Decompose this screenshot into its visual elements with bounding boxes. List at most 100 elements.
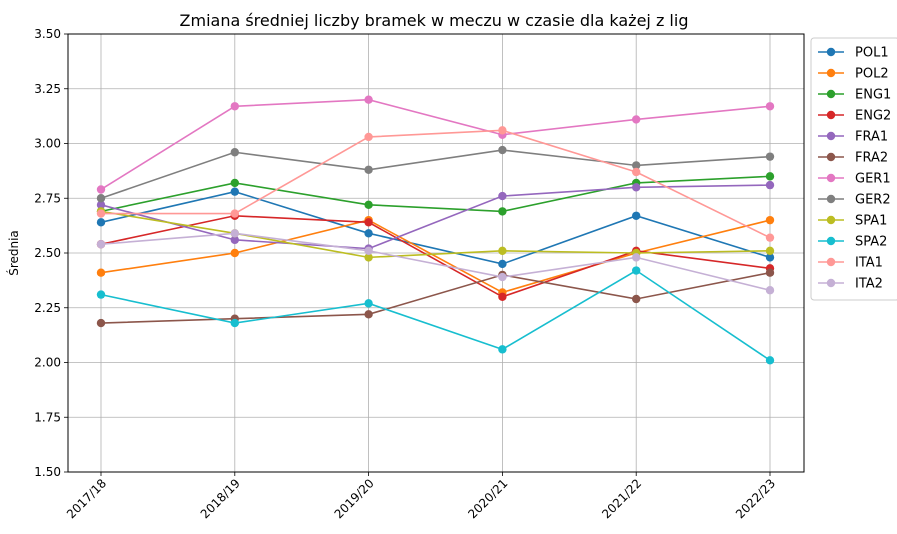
- legend-item: GER2: [818, 193, 891, 208]
- y-tick-label: 1.75: [34, 410, 61, 424]
- legend-swatch-marker: [826, 257, 836, 267]
- x-tick-label: 2017/18: [64, 476, 109, 521]
- series-line: [101, 129, 771, 239]
- legend-label: ENG1: [855, 88, 891, 103]
- series-line: [100, 175, 771, 213]
- series-ita2: [96, 229, 775, 295]
- y-tick-label: 1.50: [34, 465, 61, 479]
- data-point: [230, 318, 239, 328]
- legend-swatch-marker: [826, 68, 836, 78]
- x-tick-label: 2022/23: [733, 476, 778, 521]
- data-point: [96, 240, 106, 249]
- data-point: [96, 318, 106, 328]
- data-point: [498, 191, 507, 201]
- y-tick-label: 3.50: [34, 27, 61, 41]
- data-point: [364, 299, 373, 308]
- data-point: [364, 229, 373, 238]
- data-point: [765, 268, 775, 277]
- data-point: [230, 148, 239, 157]
- legend-swatch-marker: [826, 89, 836, 99]
- legend-item: ENG2: [818, 109, 891, 124]
- data-point: [498, 345, 507, 354]
- legend-item: FRA1: [818, 130, 888, 145]
- y-tick-label: 3.00: [34, 137, 61, 151]
- legend-item: ENG1: [818, 88, 891, 103]
- data-point: [364, 310, 373, 319]
- data-point: [96, 209, 106, 218]
- series-eng1: [96, 172, 775, 216]
- x-tick-label: 2019/20: [332, 476, 377, 521]
- legend-label: SPA2: [855, 235, 887, 250]
- legend-label: FRA1: [855, 130, 888, 145]
- data-point: [230, 248, 239, 258]
- data-point: [230, 209, 239, 218]
- legend-label: SPA1: [855, 214, 887, 229]
- series-fra1: [96, 180, 775, 253]
- series-line: [100, 98, 771, 191]
- data-point: [230, 229, 239, 238]
- data-point: [498, 259, 507, 269]
- data-point: [230, 102, 239, 111]
- legend-swatch-marker: [826, 47, 836, 57]
- legend-label: POL1: [855, 46, 889, 61]
- legend-label: GER2: [855, 193, 891, 208]
- series-fra2: [96, 268, 775, 328]
- data-point: [632, 183, 641, 192]
- data-point: [498, 292, 507, 301]
- data-point: [96, 218, 106, 227]
- data-point: [765, 102, 775, 111]
- data-point: [632, 115, 641, 124]
- data-point: [230, 178, 239, 188]
- y-tick-label: 2.75: [34, 191, 61, 205]
- data-point: [632, 161, 641, 170]
- legend-swatch-marker: [826, 152, 836, 162]
- series-spa2: [96, 266, 775, 365]
- x-tick-label: 2020/21: [465, 476, 510, 521]
- data-point: [498, 272, 507, 282]
- data-point: [765, 233, 775, 242]
- data-point: [96, 268, 106, 277]
- data-point: [498, 126, 507, 135]
- legend: POL1 POL2 ENG1 ENG2 FRA1 FRA2 GER1 GER2 SPA1 SPA2…: [810, 37, 897, 301]
- data-point: [765, 152, 775, 161]
- series-line: [100, 210, 771, 259]
- legend-item: FRA2: [818, 151, 888, 166]
- series-line: [100, 149, 771, 200]
- data-point: [765, 286, 775, 295]
- legend-swatch-marker: [826, 278, 836, 288]
- legend-item: ITA2: [818, 277, 883, 292]
- data-point: [765, 253, 775, 262]
- legend-item: POL2: [818, 67, 889, 82]
- grid: [68, 33, 804, 473]
- y-axis-label: Średnia: [6, 230, 21, 276]
- data-point: [498, 246, 507, 256]
- data-point: [364, 132, 373, 142]
- series-line: [100, 214, 771, 298]
- data-point: [632, 253, 641, 262]
- data-point: [230, 235, 239, 245]
- legend-label: FRA2: [855, 151, 888, 166]
- data-point: [632, 294, 641, 304]
- series-spa1: [96, 207, 775, 262]
- data-point: [364, 95, 373, 104]
- data-point: [765, 356, 775, 365]
- data-point: [364, 253, 373, 262]
- y-tick-label: 2.25: [34, 301, 61, 315]
- series-ger1: [96, 95, 775, 194]
- legend-swatch-marker: [826, 194, 836, 204]
- y-tick-label: 2.00: [34, 356, 61, 370]
- data-point: [96, 194, 106, 203]
- data-point: [96, 200, 106, 210]
- data-point: [632, 211, 641, 220]
- x-axis: 2017/18 2018/19 2019/20 2020/21 2021/22 2022/…: [64, 472, 778, 521]
- data-point: [364, 218, 373, 227]
- legend-swatch-marker: [826, 173, 836, 183]
- legend-label: ITA1: [855, 256, 883, 271]
- data-point: [364, 246, 373, 256]
- legend-item: SPA2: [818, 235, 887, 250]
- data-point: [765, 246, 775, 256]
- series-pol1: [96, 187, 775, 269]
- chart-title: Zmiana średniej liczby bramek w meczu w …: [180, 11, 689, 30]
- series-line: [100, 190, 771, 265]
- series-ger2: [96, 145, 775, 203]
